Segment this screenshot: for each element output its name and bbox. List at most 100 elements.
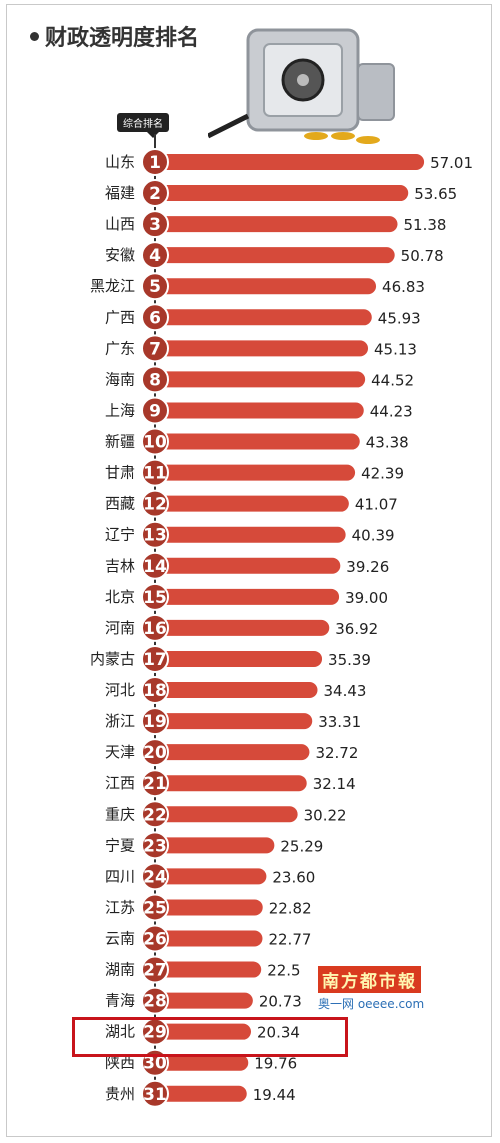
value-label: 41.07: [355, 496, 398, 514]
bar: [155, 371, 366, 388]
value-label: 45.13: [374, 340, 417, 358]
province-label: 湖北: [105, 1023, 135, 1041]
watermark: 南方都市報 奥一网 oeeee.com: [318, 966, 424, 1012]
province-label: 辽宁: [105, 526, 135, 544]
bar: [155, 340, 369, 357]
rank-badge: [141, 458, 169, 487]
province-label: 内蒙古: [90, 650, 135, 668]
province-label: 西藏: [105, 495, 135, 513]
bar: [155, 837, 275, 854]
bullet-dot-icon: [30, 31, 39, 41]
value-label: 42.39: [361, 465, 404, 483]
rank-number: 5: [149, 277, 161, 297]
value-label: 22.77: [268, 931, 311, 949]
rank-badge: [141, 272, 169, 301]
rank-number: 11: [143, 464, 167, 484]
bar: [155, 588, 340, 605]
rank-number: 7: [149, 339, 161, 359]
province-label: 江西: [105, 774, 135, 792]
value-label: 34.43: [324, 682, 367, 700]
rank-badge: [141, 986, 169, 1015]
bar: [155, 185, 409, 202]
value-label: 19.44: [253, 1086, 296, 1104]
safe-illustration: [208, 28, 395, 144]
safe-dial-center: [297, 74, 309, 86]
province-label: 黑龙江: [90, 277, 135, 295]
rank-badge: [141, 551, 169, 580]
value-label: 35.39: [328, 651, 371, 669]
value-label: 25.29: [280, 837, 323, 855]
province-label: 陕西: [105, 1054, 135, 1072]
rank-number: 4: [149, 246, 161, 266]
rank-badge: [141, 1079, 169, 1108]
value-label: 19.76: [254, 1055, 297, 1073]
province-label: 贵州: [105, 1085, 135, 1103]
rank-number: 20: [143, 743, 167, 763]
rank-number: 30: [143, 1054, 167, 1074]
rank-badge: [141, 179, 169, 208]
watermark-site: 奥一网 oeeee.com: [318, 997, 425, 1011]
rank-number: 27: [143, 961, 167, 981]
province-label: 四川: [105, 867, 135, 885]
chart-title-text: 财政透明度排名: [45, 26, 200, 51]
bar: [155, 1085, 247, 1102]
value-label: 44.23: [370, 402, 413, 420]
value-label: 23.60: [272, 868, 315, 886]
rank-badge: [141, 893, 169, 922]
value-label: 53.65: [414, 185, 457, 203]
value-label: 22.5: [267, 962, 300, 980]
rank-badge: [141, 427, 169, 456]
province-label: 天津: [105, 743, 135, 761]
rank-badge: [141, 520, 169, 549]
bar: [155, 744, 310, 761]
rank-number: 2: [149, 184, 161, 204]
province-label: 山东: [105, 153, 135, 171]
chart-title: 财政透明度排名: [30, 20, 199, 52]
magnifier-handle-icon: [208, 113, 250, 139]
rank-number: 26: [143, 930, 167, 950]
bar: [155, 775, 307, 792]
value-label: 20.34: [257, 1024, 300, 1042]
rank-badge: [141, 924, 169, 953]
rank-number: 12: [143, 495, 167, 515]
bar: [155, 930, 263, 947]
rank-number: 23: [143, 836, 167, 856]
bar: [155, 557, 341, 574]
rank-number: 21: [143, 774, 167, 794]
bar: [155, 216, 398, 233]
rank-number: 8: [149, 370, 161, 390]
province-label: 安徽: [105, 246, 135, 264]
province-label: 湖南: [105, 961, 135, 979]
bar: [155, 1054, 249, 1071]
value-label: 22.82: [269, 899, 312, 917]
value-label: 40.39: [352, 527, 395, 545]
rank-badge: [141, 582, 169, 611]
province-label: 云南: [105, 930, 135, 948]
image-frame: [6, 4, 492, 1137]
value-label: 20.73: [259, 993, 302, 1011]
province-label: 青海: [105, 992, 135, 1010]
rank-badge: [141, 365, 169, 394]
rank-badge: [141, 396, 169, 425]
rank-number: 29: [143, 1023, 167, 1043]
bar: [155, 899, 263, 916]
province-label: 甘肃: [105, 464, 135, 482]
rank-number: 9: [149, 401, 161, 421]
value-label: 39.26: [346, 558, 389, 576]
watermark-logo: 南方都市報: [318, 966, 421, 993]
bar: [155, 992, 253, 1009]
value-label: 39.00: [345, 589, 388, 607]
province-label: 北京: [105, 588, 135, 606]
rank-number: 25: [143, 898, 167, 918]
province-label: 河北: [105, 681, 135, 699]
bar: [155, 309, 372, 326]
rank-number: 6: [149, 308, 161, 328]
rank-badge: [141, 862, 169, 891]
province-label: 海南: [105, 370, 135, 388]
bar: [155, 650, 323, 667]
province-label: 上海: [105, 401, 135, 419]
rank-number: 19: [143, 712, 167, 732]
rank-number: 18: [143, 681, 167, 701]
rank-number: 13: [143, 526, 167, 546]
